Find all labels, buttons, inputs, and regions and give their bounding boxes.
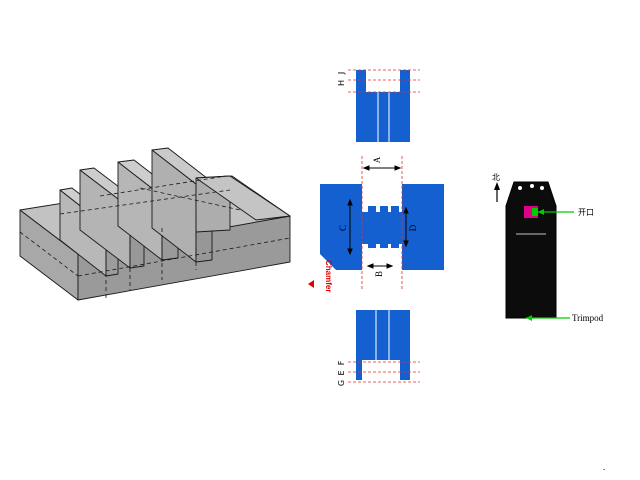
trimpod-label: Trimpod — [572, 313, 604, 323]
north-arrow — [494, 182, 500, 202]
chamfer-arrow-icon — [308, 280, 314, 288]
dim-label-d: D — [408, 224, 418, 231]
north-label: 北 — [492, 173, 500, 182]
middle-slot — [362, 168, 402, 212]
middle-slot-lower — [362, 244, 402, 272]
middle-tooth-1 — [368, 206, 376, 248]
top-piece — [356, 70, 410, 142]
dim-label-h: H — [337, 80, 346, 86]
dim-label-g: G — [337, 380, 346, 386]
isometric-part — [19, 147, 291, 301]
top-piece-notch — [366, 70, 400, 92]
middle-piece — [320, 168, 444, 272]
dimension-arrows — [347, 165, 409, 269]
trailing-mark: . — [603, 462, 605, 472]
dim-label-c: C — [338, 225, 348, 231]
dim-label-j: J — [337, 72, 346, 75]
opening-label: 开口 — [578, 208, 594, 217]
bottom-piece-notch — [362, 360, 400, 380]
dim-label-f: F — [337, 360, 346, 365]
middle-tooth-2 — [380, 206, 388, 248]
north-arrow-icon — [494, 182, 500, 190]
bottom-piece — [356, 310, 410, 380]
middle-tooth-3 — [391, 206, 399, 248]
reference-lines — [348, 69, 420, 383]
black-body — [505, 181, 557, 319]
dim-label-e: E — [337, 370, 346, 375]
dim-label-a: A — [372, 156, 382, 163]
chamfer-label: Chamfer — [324, 260, 333, 292]
body-shape — [505, 181, 557, 319]
isometric-hidden-edges — [19, 175, 291, 300]
step-top — [195, 175, 291, 221]
dim-label-b: B — [374, 271, 384, 277]
